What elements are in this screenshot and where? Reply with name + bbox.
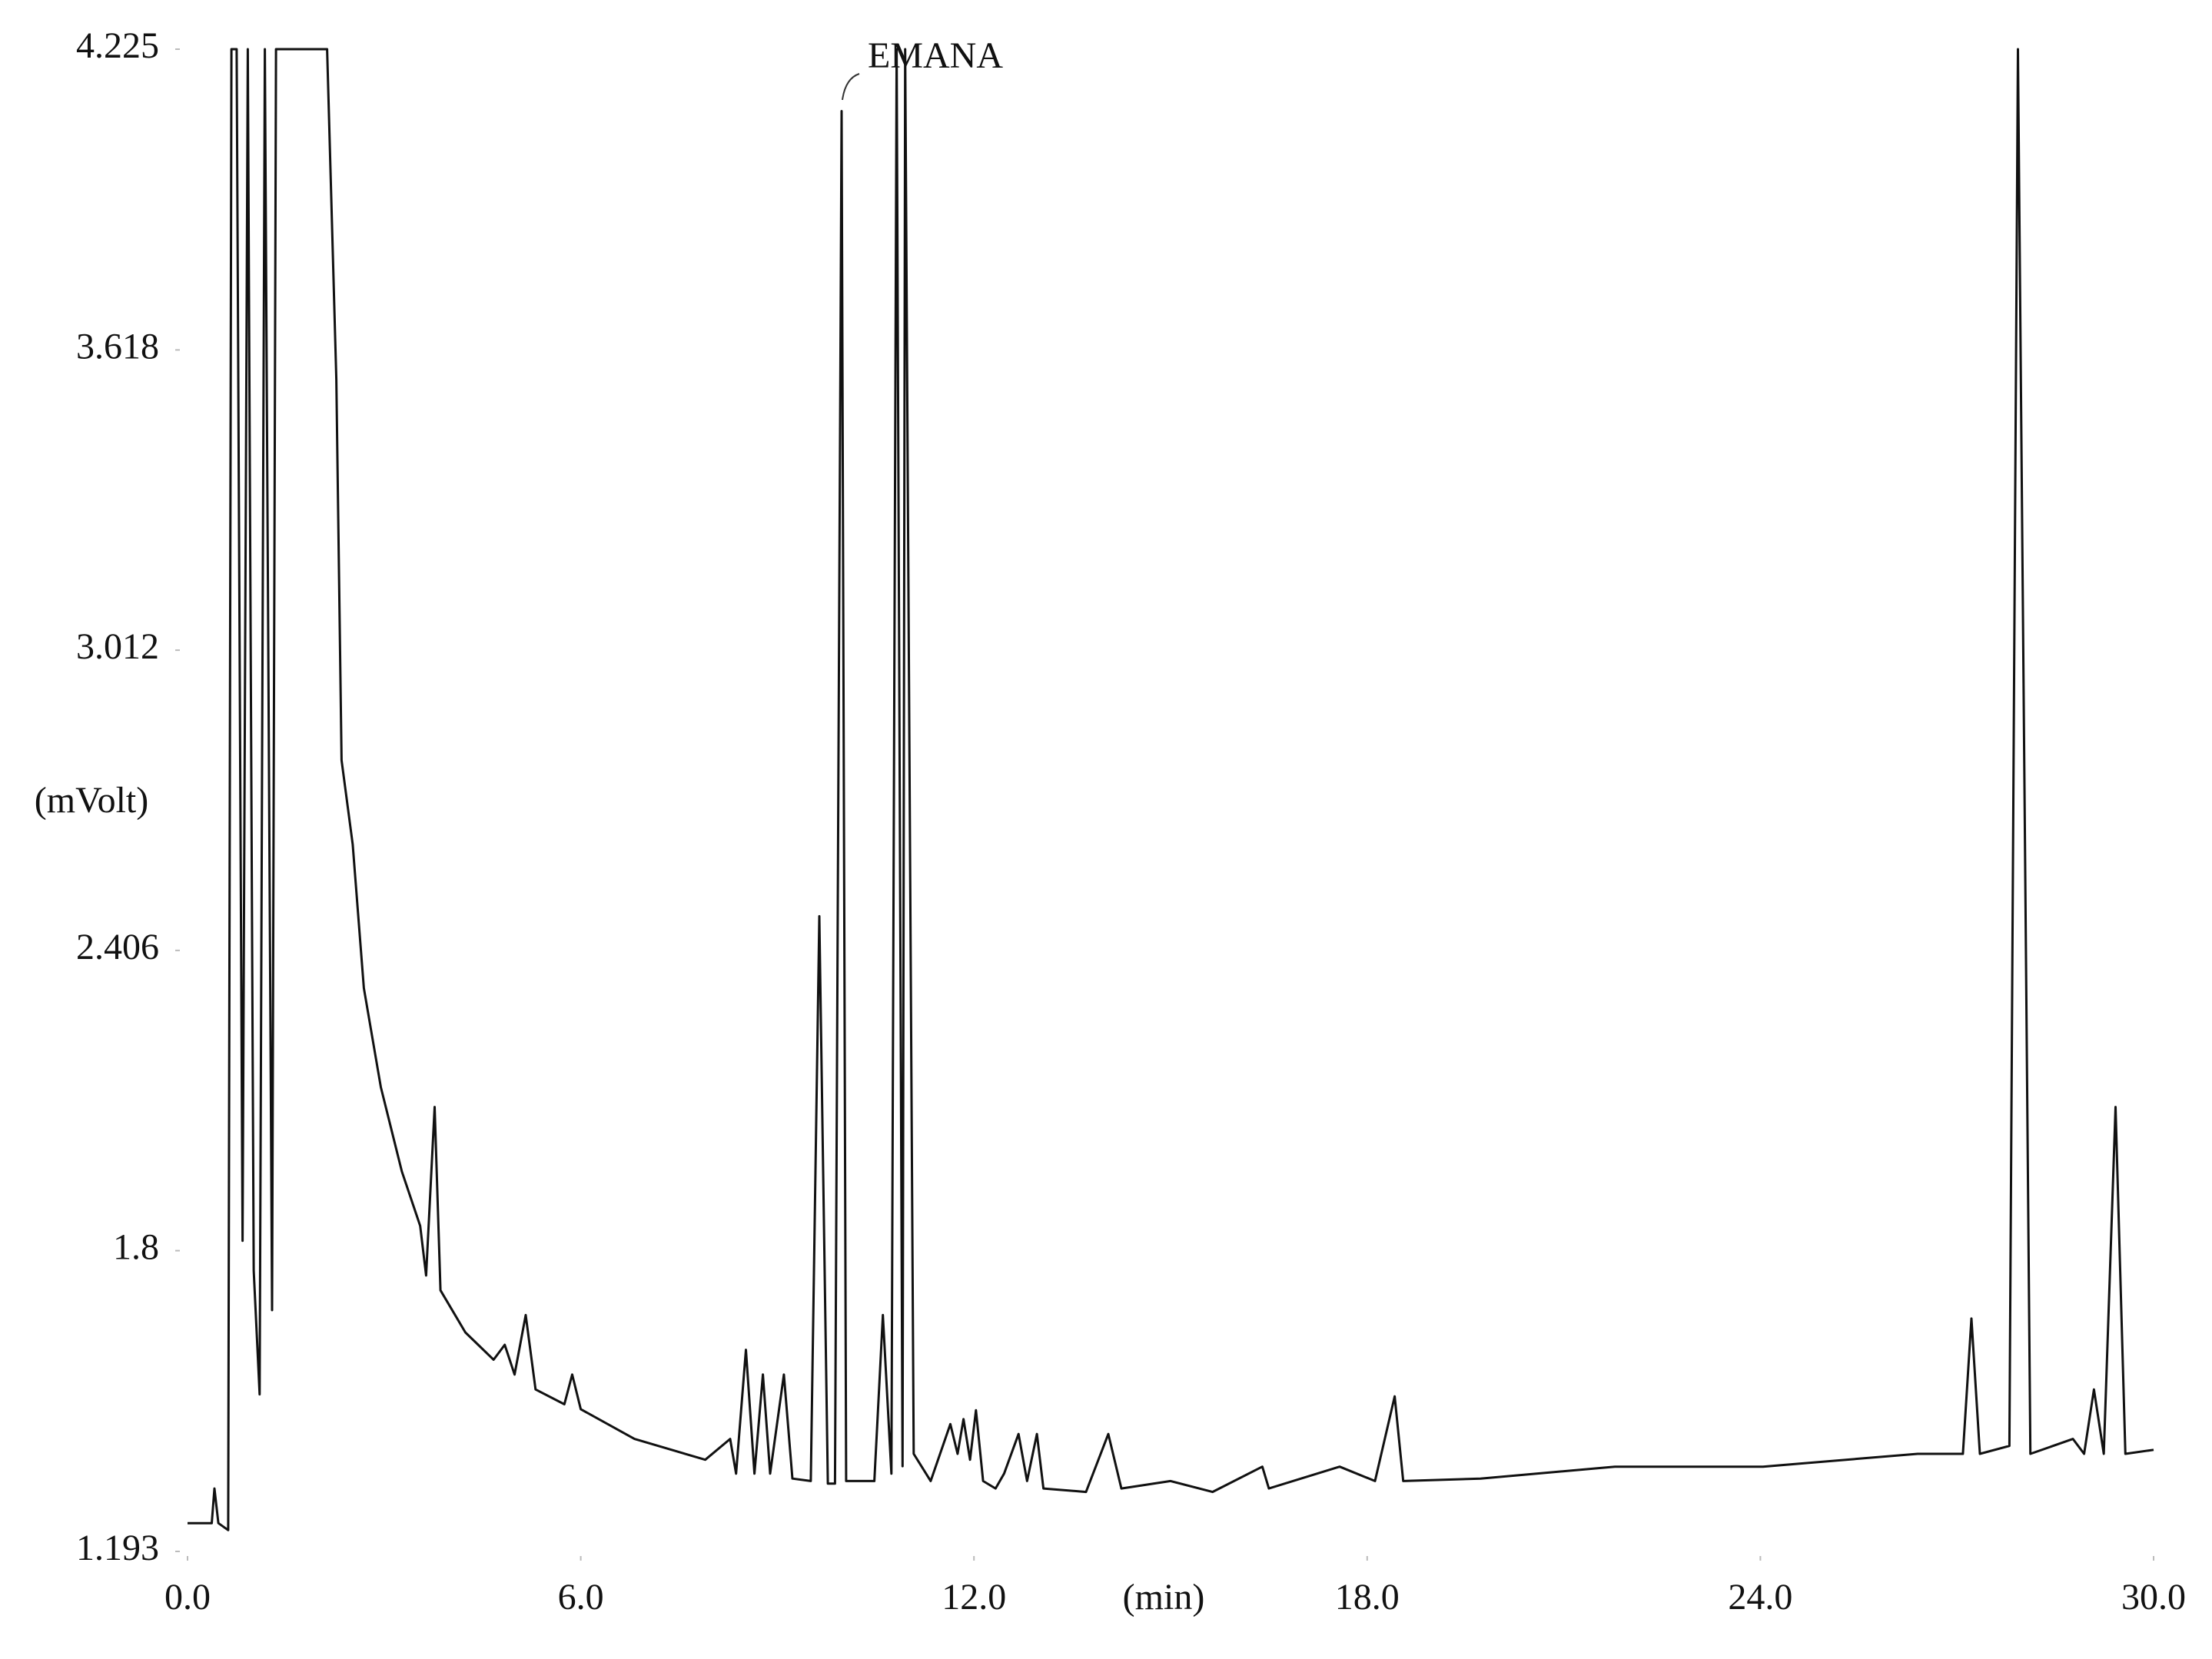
y-tick-label: 4.225 [76, 25, 159, 66]
x-axis-label: (min) [1123, 1577, 1205, 1618]
y-tick-label: 3.012 [76, 626, 159, 667]
x-tick-label: 18.0 [1335, 1577, 1400, 1618]
chromatogram-trace [188, 48, 2154, 1531]
x-tick-label: 0.0 [164, 1577, 211, 1618]
peak-annotation: EMANA [868, 35, 1003, 76]
y-tick-label: 3.618 [76, 326, 159, 367]
y-tick-label: 2.406 [76, 927, 159, 967]
annotation-bracket [842, 73, 860, 101]
y-tick-label: 1.193 [76, 1528, 159, 1568]
x-tick-label: 6.0 [558, 1577, 604, 1618]
x-tick-label: 12.0 [942, 1577, 1006, 1618]
x-tick-label: 30.0 [2121, 1577, 2186, 1618]
y-tick-label: 1.8 [113, 1227, 159, 1268]
y-axis-label: (mVolt) [35, 780, 148, 821]
x-tick-label: 24.0 [1728, 1577, 1792, 1618]
